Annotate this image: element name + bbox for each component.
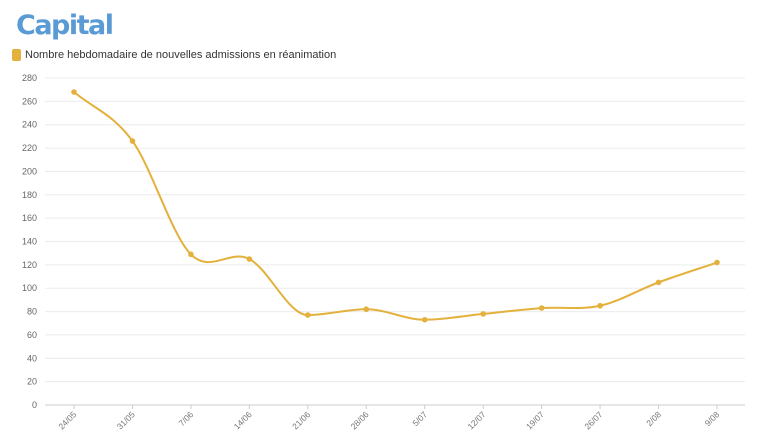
chart-legend[interactable]: Nombre hebdomadaire de nouvelles admissi…	[12, 49, 336, 61]
x-tick-label: 9/08	[703, 409, 722, 428]
y-tick-label: 240	[22, 120, 37, 130]
data-point[interactable]	[71, 89, 77, 95]
x-tick-label: 31/05	[115, 409, 137, 431]
data-point[interactable]	[305, 312, 311, 318]
data-point[interactable]	[655, 279, 662, 286]
y-tick-label: 40	[27, 353, 37, 363]
data-point[interactable]	[246, 256, 253, 262]
y-tick-label: 140	[22, 237, 37, 247]
data-points	[71, 89, 720, 323]
y-tick-label: 260	[22, 96, 37, 106]
y-tick-label: 280	[22, 73, 37, 83]
data-point[interactable]	[129, 138, 136, 144]
x-tick-label: 21/06	[290, 409, 312, 431]
legend-swatch	[12, 49, 21, 61]
data-point[interactable]	[597, 302, 603, 309]
grid-lines	[45, 77, 745, 406]
series-line	[73, 91, 718, 321]
data-point[interactable]	[538, 305, 545, 311]
y-tick-label: 100	[22, 283, 37, 293]
y-tick-label: 180	[22, 190, 37, 200]
x-tick-label: 24/05	[56, 409, 78, 431]
data-point[interactable]	[363, 306, 370, 313]
x-tick-label: 26/07	[582, 409, 604, 431]
y-tick-label: 80	[27, 307, 37, 317]
y-tick-label: 20	[27, 377, 37, 387]
x-tick-label: 14/06	[232, 409, 254, 431]
data-point[interactable]	[480, 311, 486, 317]
capital-logo: Capital	[16, 10, 114, 41]
data-point[interactable]	[188, 251, 194, 258]
legend-label: Nombre hebdomadaire de nouvelles admissi…	[25, 49, 337, 61]
x-tick-label: 19/07	[524, 409, 546, 431]
y-tick-label: 0	[32, 400, 37, 410]
x-tick-label: 5/07	[410, 409, 429, 428]
x-tick-label: 7/06	[177, 409, 196, 428]
y-tick-label: 160	[22, 213, 37, 223]
x-tick-label: 28/06	[349, 409, 371, 431]
y-tick-label: 120	[22, 260, 37, 270]
y-tick-label: 220	[22, 143, 37, 153]
x-axis-ticks: 24/05 31/05 7/06 14/06 21/06 28/06 5/07 12/07 19…	[56, 405, 722, 431]
y-tick-label: 60	[27, 330, 37, 340]
y-axis-ticks: 0 20 40 60 80 100 120 140 160 180 200 220 240 260 280	[22, 73, 37, 410]
data-point[interactable]	[421, 316, 428, 323]
y-tick-label: 200	[22, 166, 37, 176]
data-point[interactable]	[714, 259, 720, 266]
x-tick-label: 2/08	[644, 409, 663, 428]
x-tick-label: 12/07	[465, 409, 487, 431]
